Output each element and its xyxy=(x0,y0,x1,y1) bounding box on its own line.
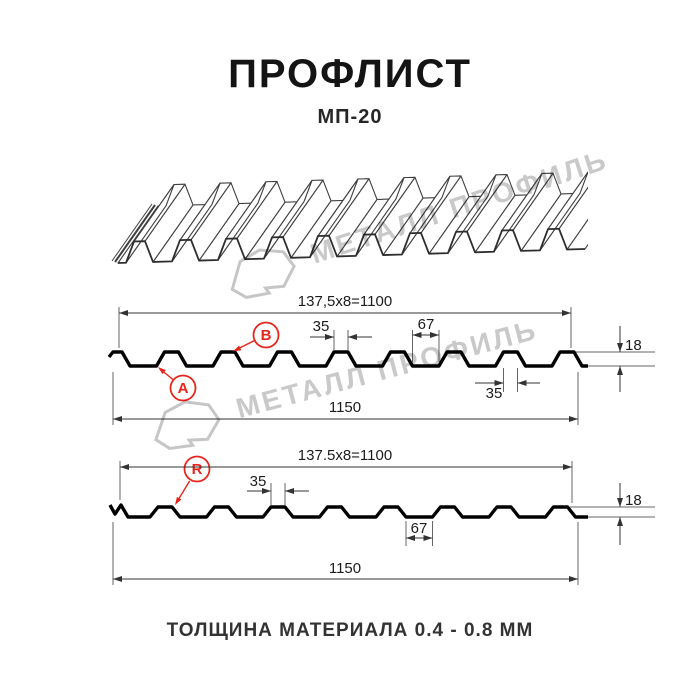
arrowhead xyxy=(119,310,128,316)
dim-full-width-r: 1150 xyxy=(329,560,361,577)
profile-section-top: 137,5x8=1100 35 67 35 18 1150 A B xyxy=(107,293,655,425)
arrowhead xyxy=(569,416,578,422)
marker-r-circle xyxy=(183,455,211,483)
marker-arrowhead xyxy=(158,367,166,375)
arrowhead xyxy=(113,416,122,422)
arrowhead xyxy=(120,464,129,470)
sheet-edge-thickness xyxy=(111,203,153,262)
marker-b-letter: B xyxy=(261,327,272,344)
dim-valley-width-a: 67 xyxy=(418,316,435,333)
marker-arrowhead xyxy=(233,345,242,352)
arrowhead xyxy=(348,334,357,340)
dim-overlap-rib-width-a: 35 xyxy=(486,385,503,402)
profile-outline-a xyxy=(107,350,588,368)
arrowhead xyxy=(563,464,572,470)
arrowhead xyxy=(494,380,504,386)
page-title: ПРОФЛИСТ xyxy=(228,52,472,96)
dim-valley-width-r: 67 xyxy=(411,520,428,537)
arrowhead xyxy=(285,488,294,494)
arrowhead xyxy=(423,535,433,541)
marker-arrowhead xyxy=(175,496,182,505)
dim-full-width-a: 1150 xyxy=(329,399,361,416)
dim-useful-width-r: 137.5x8=1100 xyxy=(298,447,392,464)
arrowhead xyxy=(325,334,334,340)
dim-rib-top-width-a: 35 xyxy=(313,318,330,335)
dim-height-a: 18 xyxy=(625,337,642,354)
arrowhead xyxy=(430,332,439,338)
sheet-3d-drawing xyxy=(111,171,588,264)
arrowhead xyxy=(406,535,415,541)
arrowhead xyxy=(617,517,623,526)
marker-b-circle xyxy=(252,321,280,349)
dim-height-r: 18 xyxy=(625,492,642,509)
profile-outline-r xyxy=(108,503,588,519)
arrowhead xyxy=(412,332,422,338)
arrowhead xyxy=(617,366,623,375)
arrowhead xyxy=(617,343,623,352)
profile-section-bottom: 137.5x8=1100 35 67 18 1150 R xyxy=(108,447,655,585)
arrowhead xyxy=(262,488,271,494)
arrowhead xyxy=(562,310,571,316)
arrowhead xyxy=(569,576,578,582)
sheet-front-edge xyxy=(117,227,586,264)
arrowhead xyxy=(617,498,623,507)
dim-useful-width-a: 137,5x8=1100 xyxy=(298,293,392,310)
marker-r-letter: R xyxy=(192,461,203,478)
thickness-note: ТОЛЩИНА МАТЕРИАЛА 0.4 - 0.8 ММ xyxy=(166,620,534,641)
product-code: МП-20 xyxy=(317,106,383,128)
marker-a-letter: A xyxy=(178,380,189,397)
arrowhead xyxy=(517,380,527,386)
sheet-edge-thickness xyxy=(114,204,156,263)
dim-rib-top-width-r: 35 xyxy=(250,473,267,490)
arrowhead xyxy=(113,576,122,582)
page-header: ПРОФЛИСТ МП-20 xyxy=(0,0,700,129)
